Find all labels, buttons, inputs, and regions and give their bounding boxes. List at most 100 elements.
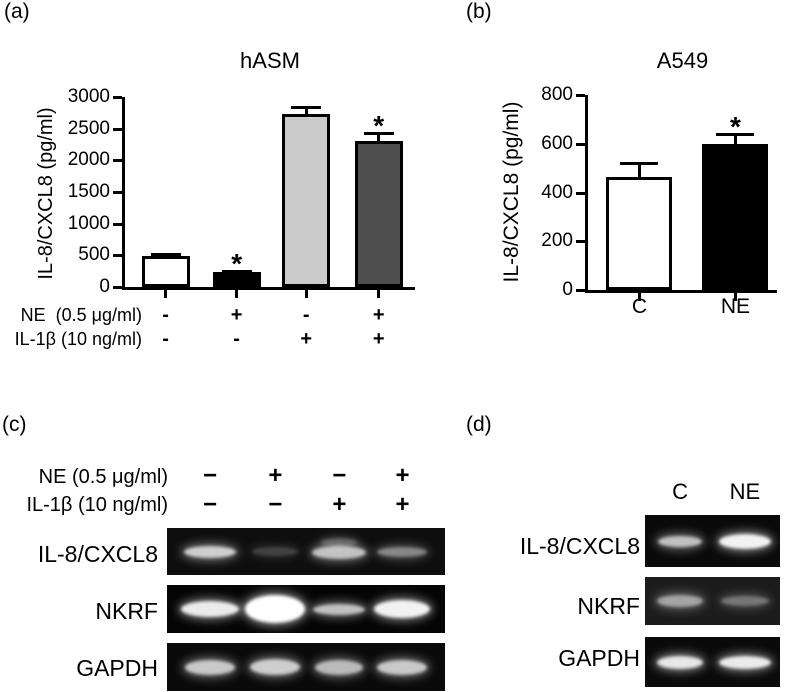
gel-band — [720, 596, 769, 606]
error-bar-cap — [150, 253, 181, 257]
condition-symbol: − — [332, 462, 347, 489]
error-bar-cap — [221, 269, 252, 273]
error-bar-cap — [620, 162, 659, 166]
gel-band — [377, 546, 428, 557]
condition-symbol: − — [268, 491, 283, 518]
x-axis-line — [122, 287, 415, 290]
gel-band — [252, 547, 299, 556]
gel-d-row-label-gapdh: GAPDH — [558, 645, 640, 671]
chart-b-title: A549 — [656, 48, 709, 73]
condition-symbol: + — [300, 328, 313, 350]
chart-a-condition-label-ne: NE (0.5 μg/ml) — [20, 305, 142, 325]
lane-header: C — [672, 479, 689, 504]
error-bar-line — [733, 134, 737, 150]
gel-c-row-label-nkrf: NKRF — [95, 598, 158, 624]
gel-c-condition-label-il1b: IL-1β (10 ng/ml) — [26, 494, 168, 516]
gel-band — [374, 600, 431, 618]
y-axis-tick — [576, 94, 585, 97]
significance-star: * — [729, 111, 741, 142]
gel-band — [245, 595, 306, 623]
gel-c-condition-label-ne: NE (0.5 μg/ml) — [38, 466, 168, 488]
gel-band — [185, 659, 236, 675]
x-category-label: NE — [720, 295, 750, 318]
panel-d-letter: (d) — [466, 413, 492, 436]
condition-symbol: - — [162, 328, 169, 350]
condition-symbol: + — [230, 304, 243, 326]
y-axis-tick — [113, 286, 122, 289]
x-axis-tick — [164, 290, 168, 298]
y-axis-tick-label: 600 — [541, 132, 573, 154]
bar — [702, 143, 769, 290]
significance-star: * — [373, 109, 385, 141]
gel-band — [184, 545, 237, 558]
bar — [354, 140, 403, 287]
condition-symbol: + — [372, 304, 385, 326]
x-axis-tick — [377, 290, 381, 298]
y-axis-tick-label: 1000 — [67, 212, 110, 234]
y-axis-line — [122, 97, 125, 290]
chart-a-condition-label-il1b: IL-1β (10 ng/ml) — [14, 329, 142, 349]
y-axis-tick — [113, 254, 122, 258]
error-bar-cap — [716, 133, 755, 136]
y-axis-line — [585, 95, 588, 293]
gel-c-row-label-il8: IL-8/CXCL8 — [37, 541, 158, 567]
error-bar-line — [304, 107, 308, 121]
condition-symbol: + — [395, 462, 410, 489]
y-axis-tick-label: 0 — [562, 279, 573, 300]
condition-symbol: - — [162, 304, 169, 326]
y-axis-tick — [576, 191, 585, 195]
gel-band — [377, 659, 428, 675]
y-axis-tick-label: 3000 — [67, 86, 110, 107]
condition-symbol: + — [372, 328, 385, 350]
x-axis-line — [585, 290, 777, 293]
gel-band — [657, 655, 704, 669]
y-axis-tick — [576, 289, 585, 292]
gel-band — [315, 659, 364, 675]
bar — [282, 114, 331, 287]
y-axis-tick — [113, 127, 122, 131]
condition-symbol: - — [233, 328, 240, 350]
error-bar-cap — [291, 106, 322, 110]
y-axis-tick — [576, 142, 585, 146]
significance-star: * — [231, 247, 243, 279]
error-bar-line — [637, 163, 641, 183]
gel-d-row-label-il8: IL-8/CXCL8 — [519, 533, 640, 559]
gel-band — [718, 655, 771, 669]
condition-symbol: − — [203, 462, 218, 489]
x-axis-tick — [733, 293, 737, 301]
condition-symbol: - — [302, 304, 310, 326]
gel-d-row-label-nkrf: NKRF — [577, 593, 640, 619]
y-axis-tick-label: 0 — [99, 276, 110, 297]
y-axis-tick — [113, 96, 122, 99]
y-axis-tick-label: 200 — [541, 230, 573, 252]
error-bar-cap — [363, 131, 394, 135]
y-axis-tick-label: 2500 — [67, 117, 110, 139]
bar — [606, 176, 673, 290]
gel-band — [312, 546, 367, 559]
x-axis-tick — [235, 290, 239, 298]
error-bar-line — [377, 132, 381, 147]
lane-header: NE — [729, 479, 761, 504]
bar — [212, 271, 261, 287]
condition-symbol: + — [332, 491, 347, 518]
x-axis-tick — [304, 290, 308, 298]
y-axis-tick — [576, 240, 585, 244]
y-axis-tick-label: 2000 — [67, 149, 110, 171]
condition-symbol: − — [203, 491, 218, 518]
y-axis-tick-label: 500 — [78, 244, 110, 266]
gel-c-row-label-gapdh: GAPDH — [76, 655, 158, 681]
gel-band — [313, 603, 366, 615]
y-axis-tick — [113, 222, 122, 226]
gel-band — [657, 595, 704, 607]
gel-band — [718, 533, 771, 549]
gel-band — [250, 659, 301, 675]
condition-symbol: + — [268, 462, 283, 489]
gel-band — [658, 535, 703, 547]
chart-a-title: hASM — [240, 48, 300, 73]
gel-band — [321, 538, 358, 547]
